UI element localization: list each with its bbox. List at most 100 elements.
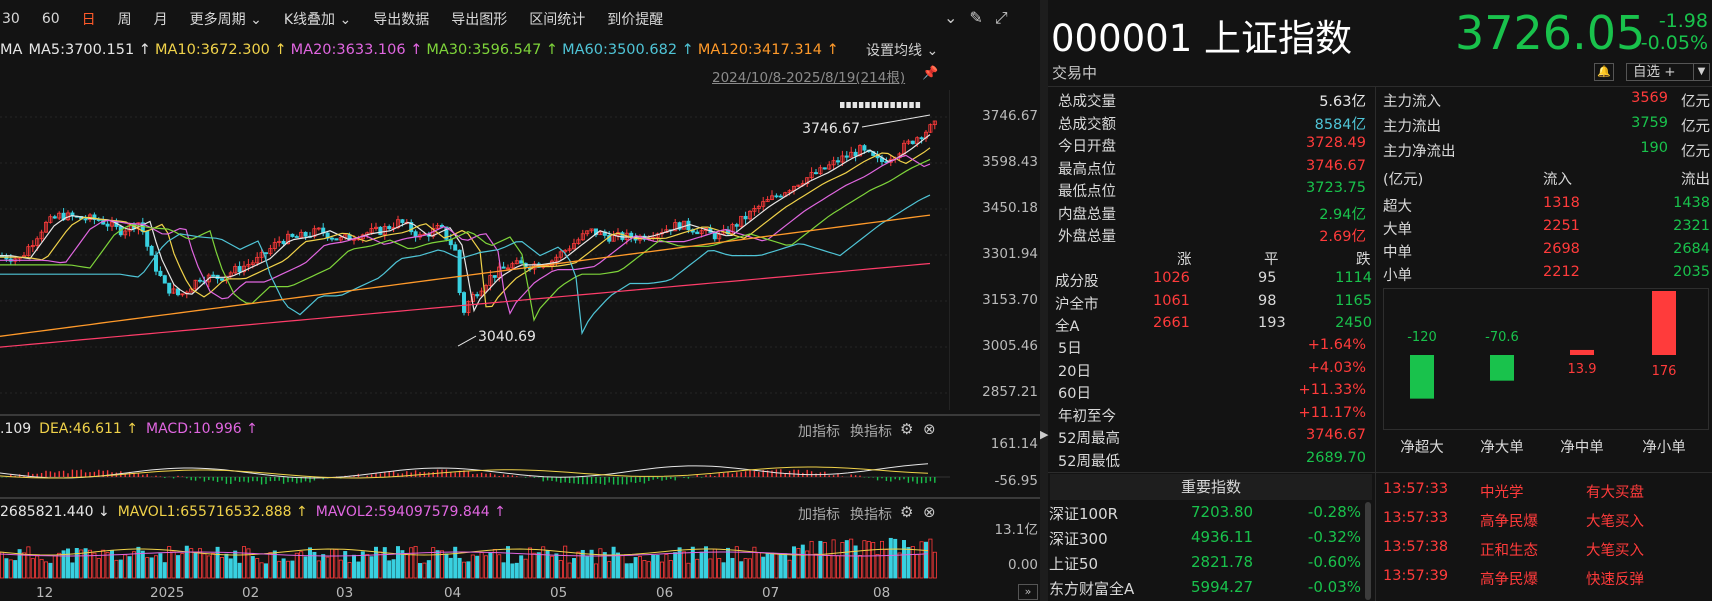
capital-in-header: 流入 — [1543, 172, 1572, 188]
breadth-header: 涨平跌 — [1055, 248, 1372, 270]
toolbar-item-0[interactable]: 30 — [2, 11, 20, 27]
expand-icon[interactable]: » — [1018, 584, 1038, 600]
toolbar-item-7[interactable]: 导出数据 — [373, 12, 430, 28]
stat-row: 总成交量 5.63亿 — [1058, 90, 1366, 112]
capital-row: 主力流入 3569 亿元 — [1383, 90, 1710, 114]
tick-row[interactable]: 13:57:39 高争民爆 快速反弹 — [1383, 568, 1703, 596]
switch-indicator-button[interactable]: 换指标 — [850, 424, 892, 440]
switch-indicator-button-2[interactable]: 换指标 — [850, 507, 892, 523]
fullscreen-icon[interactable]: ⤢ — [994, 8, 1008, 27]
breadth-header-cell: 涨 — [1177, 252, 1192, 268]
gear-icon-2[interactable]: ⚙ — [900, 503, 914, 521]
price-axis-label: 3153.70 — [982, 292, 1038, 308]
range-label[interactable]: 2024/10/8-2025/8/19(214根) — [712, 70, 906, 86]
important-index-header[interactable]: 重要指数 — [1050, 474, 1372, 500]
tick-name: 正和生态 — [1480, 543, 1538, 559]
volume-axis-bottom: 0.00 — [1007, 557, 1038, 573]
toolbar-item-3[interactable]: 周 — [117, 12, 132, 28]
breadth-flat: 98 — [1258, 292, 1277, 309]
index-row[interactable]: 深证100R 7203.80 -0.28% — [1049, 503, 1361, 527]
toolbar-item-1[interactable]: 60 — [41, 11, 60, 27]
bell-icon[interactable]: 🔔 — [1594, 63, 1614, 81]
toolbar-item-8[interactable]: 导出图形 — [451, 12, 508, 28]
toolbar-item-6[interactable]: K线叠加 ⌄ — [283, 12, 352, 28]
close-icon-2[interactable]: ⊗ — [923, 503, 936, 521]
toolbar-item-9[interactable]: 区间统计 — [529, 12, 586, 28]
index-row[interactable]: 东方财富全A 5994.27 -0.03% — [1049, 578, 1361, 601]
close-icon[interactable]: ⊗ — [923, 420, 936, 438]
net-flow-chart-frame — [1383, 288, 1709, 430]
capital-table-in: 2251 — [1543, 218, 1580, 234]
tick-row[interactable]: 13:57:33 中光学 有大买盘 — [1383, 481, 1703, 509]
date-axis-label: 02 — [242, 585, 260, 601]
breadth-header-cell: 跌 — [1356, 252, 1371, 268]
index-pct: -0.32% — [1307, 528, 1361, 546]
add-favorite-button[interactable]: 自选 + ▼ — [1626, 63, 1710, 81]
macd-item: DEA:46.611 ↑ — [39, 421, 139, 437]
breadth-down: 1165 — [1335, 292, 1372, 309]
low-annotation: 3040.69 — [478, 329, 536, 345]
period-row: 年初至今 +11.17% — [1058, 405, 1366, 427]
macd-chart[interactable] — [0, 440, 950, 495]
macd-axis-bottom: -56.95 — [994, 473, 1038, 489]
breadth-label: 沪全市 — [1055, 296, 1099, 313]
capital-table-out: 2035 — [1673, 264, 1710, 280]
capital-table-in: 2212 — [1543, 264, 1580, 280]
breadth-up: 2661 — [1153, 315, 1190, 331]
capital-table-row: 中单 2698 2684 — [1383, 241, 1710, 265]
volume-legend: 2685821.440 ↓ MAVOL1:655716532.888 ↑ MAVOL… — [0, 504, 514, 520]
net-flow-bar — [1570, 349, 1594, 355]
candlestick-chart[interactable]: 3746.67 3040.69 — [0, 90, 950, 410]
toolbar-item-5[interactable]: 更多周期 ⌄ — [189, 12, 262, 28]
breadth-label: 成分股 — [1055, 274, 1099, 290]
index-row[interactable]: 上证50 2821.78 -0.60% — [1049, 553, 1361, 577]
breadth-down: 1114 — [1335, 270, 1372, 286]
ma-settings-button[interactable]: 设置均线 ⌄ — [866, 43, 939, 59]
index-row[interactable]: 深证300 4936.11 -0.32% — [1049, 528, 1361, 552]
date-axis-label: 05 — [550, 585, 568, 601]
period-value: +1.64% — [1307, 337, 1366, 353]
period-row: 52周最低 2689.70 — [1058, 450, 1366, 472]
capital-table-out: 2321 — [1673, 218, 1710, 234]
add-indicator-button-2[interactable]: 加指标 — [798, 507, 840, 523]
capital-table-row: 超大 1318 1438 — [1383, 195, 1710, 219]
date-axis-label: 06 — [656, 585, 674, 601]
capital-unit: 亿元 — [1681, 94, 1710, 110]
net-flow-category: 净中单 — [1560, 440, 1604, 456]
stock-title: 000001 上证指数 — [1051, 17, 1353, 60]
period-value: 2689.70 — [1306, 449, 1366, 466]
tick-row[interactable]: 13:57:33 高争民爆 大笔买入 — [1383, 510, 1703, 538]
circle-chevron-icon[interactable]: ⌄ — [944, 8, 958, 27]
dropdown-icon[interactable]: ▼ — [1693, 64, 1709, 80]
date-axis-label: 12 — [36, 585, 54, 601]
index-pct: -0.03% — [1307, 578, 1361, 596]
stat-value: 8584亿 — [1314, 116, 1366, 133]
brush-icon[interactable]: ✎ — [969, 8, 983, 27]
tick-time: 13:57:33 — [1383, 510, 1449, 526]
breadth-row: 沪全市 1061 98 1165 — [1055, 293, 1372, 315]
period-label: 52周最高 — [1058, 431, 1120, 447]
capital-value: 3569 — [1631, 90, 1668, 106]
toolbar-item-2[interactable]: 日 — [81, 12, 96, 28]
toolbar-item-10[interactable]: 到价提醒 — [607, 12, 664, 28]
capital-table-out: 2684 — [1673, 241, 1710, 257]
breadth-header-cell: 平 — [1264, 252, 1279, 268]
gear-icon[interactable]: ⚙ — [900, 420, 914, 438]
collapse-arrow-icon[interactable]: ▶ — [1040, 428, 1049, 441]
toolbar-item-4[interactable]: 月 — [153, 12, 168, 28]
add-indicator-button[interactable]: 加指标 — [798, 424, 840, 440]
capital-label: 主力流出 — [1383, 119, 1441, 135]
index-scrollbar[interactable] — [1365, 502, 1371, 600]
date-axis-label: 2025 — [150, 585, 185, 601]
price-axis-label: 2857.21 — [982, 384, 1038, 400]
volume-chart[interactable] — [0, 522, 950, 580]
tick-name: 高争民爆 — [1480, 514, 1538, 530]
tick-row[interactable]: 13:57:38 正和生态 大笔买入 — [1383, 539, 1703, 567]
period-label: 年初至今 — [1058, 408, 1116, 425]
volume-item: MAVOL1:655716532.888 ↑ — [117, 504, 308, 520]
pin-icon[interactable]: 📌 — [922, 66, 939, 81]
index-price: 2821.78 — [1191, 553, 1254, 571]
ma-item: MA5:3700.151 ↑ — [28, 42, 151, 58]
price-axis-label: 3598.43 — [982, 154, 1038, 170]
breadth-down: 2450 — [1335, 315, 1372, 331]
